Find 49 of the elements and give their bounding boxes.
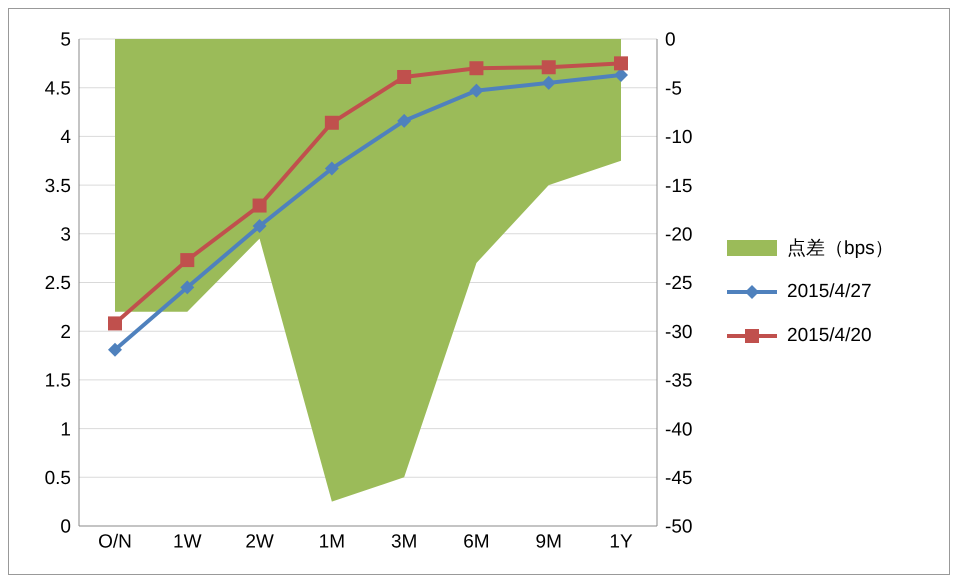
point [614, 56, 628, 70]
y-tick-label: 3.5 [44, 176, 71, 197]
x-tick-label: 2W [245, 531, 274, 552]
point [614, 68, 628, 82]
point [397, 114, 412, 128]
point [469, 84, 484, 98]
legend-label: 2015/4/27 [787, 280, 872, 302]
y-tick-label: 3 [60, 224, 71, 246]
y-tick-label: 2.5 [44, 273, 71, 294]
point [180, 253, 194, 268]
y-tick-label: 5 [60, 30, 71, 51]
y2-tick-label: -25 [665, 273, 692, 294]
point [324, 162, 339, 176]
y2-tick-label: -15 [665, 176, 692, 197]
legend-label: 点差（bps） [787, 236, 894, 260]
y2-tick-label: 0 [665, 30, 676, 51]
y2-tick-label: -5 [665, 78, 682, 100]
x-tick-label: O/N [98, 531, 132, 552]
point [542, 76, 556, 90]
y-tick-label: 4.5 [44, 78, 71, 100]
point [252, 219, 267, 234]
point [180, 280, 194, 294]
y2-tick-label: -50 [665, 516, 692, 538]
legend-label: 2015/4/20 [787, 324, 872, 346]
y-tick-label: 4 [60, 127, 72, 148]
x-tick-label: 9M [536, 531, 562, 552]
point [324, 116, 339, 130]
y2-tick-label: -30 [665, 322, 692, 343]
point [252, 198, 267, 213]
y2-tick-label: -20 [665, 224, 692, 246]
y2-tick-label: -10 [665, 127, 692, 148]
point [108, 316, 122, 330]
y2-tick-label: -45 [665, 468, 692, 490]
y-tick-label: 1 [60, 419, 71, 440]
y-tick-label: 0.5 [44, 468, 71, 490]
y2-tick-label: -40 [665, 419, 692, 440]
point [542, 60, 556, 74]
point [469, 61, 484, 76]
point [108, 342, 122, 357]
y2-tick-label: -35 [665, 370, 692, 392]
y-tick-label: 0 [60, 516, 71, 538]
point [397, 70, 412, 84]
x-tick-label: 1W [173, 531, 202, 552]
x-tick-label: 1Y [609, 531, 633, 552]
y-tick-label: 1.5 [44, 370, 71, 392]
x-tick-label: 1M [318, 531, 346, 552]
x-tick-label: 6M [463, 531, 490, 552]
x-tick-label: 3M [390, 531, 418, 552]
y-tick-label: 2 [60, 322, 71, 343]
